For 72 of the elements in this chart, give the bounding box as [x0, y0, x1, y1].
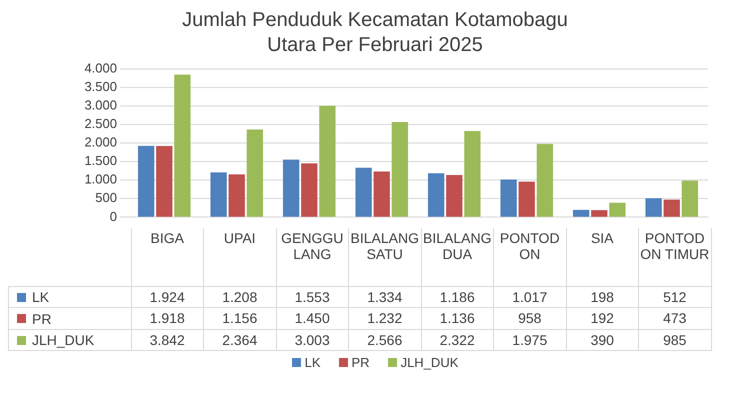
data-label: 1.918: [131, 308, 204, 329]
x-tick-label: GENGGULANG: [276, 228, 348, 286]
data-label: 2.566: [348, 329, 421, 350]
bar: [228, 174, 245, 217]
bar: [518, 182, 535, 217]
data-label: 3.003: [276, 329, 348, 350]
bar: [392, 122, 408, 217]
data-label: 3.842: [131, 329, 204, 350]
bar: [138, 146, 154, 217]
y-tick-label: 3.500: [84, 78, 117, 94]
bar: [591, 210, 608, 217]
y-tick-label: 1.500: [84, 153, 117, 168]
bar: [682, 180, 698, 217]
y-tick-label: 0: [110, 208, 117, 224]
bar: [464, 131, 481, 217]
y-tick-label: 500: [95, 190, 117, 206]
bar: [246, 129, 264, 217]
bar: [174, 74, 191, 217]
data-label: 1.334: [348, 286, 421, 308]
x-tick-label: PONTODON: [494, 228, 566, 286]
data-label: 1.017: [494, 286, 566, 308]
legend-label: LK: [32, 289, 50, 305]
text: PR: [32, 310, 52, 326]
text: JLH_DUK: [32, 332, 94, 348]
bar: [446, 175, 462, 217]
data-label: 1.156: [204, 308, 276, 329]
data-label: 1.975: [494, 329, 566, 350]
bar: [536, 144, 554, 217]
data-label: 1.450: [276, 308, 348, 329]
x-tick-label: BILALANG DUA: [421, 228, 494, 286]
data-label: 390: [566, 329, 638, 350]
data-label: 198: [566, 286, 638, 308]
bar: [301, 163, 318, 217]
chart-title: Jumlah Penduduk Kecamatan Kotamobagu Utara Per Februari 2025: [181, 8, 569, 58]
bar: [609, 202, 626, 217]
bar: [572, 210, 590, 217]
y-tick-label: 1.000: [84, 172, 117, 187]
legend-label: PR: [352, 355, 370, 370]
bar: [374, 171, 390, 217]
legend-label: JLH_DUK: [400, 355, 458, 370]
y-tick-label: 4.000: [84, 60, 117, 76]
x-tick-label: BIGA: [131, 228, 204, 286]
bar: [319, 106, 336, 217]
y-tick-label: 2.500: [84, 116, 117, 132]
data-label: 1.208: [204, 286, 276, 308]
data-label: 1.553: [276, 286, 348, 308]
x-tick-label: UPAI: [204, 228, 276, 286]
bar: [156, 146, 172, 217]
x-tick-label: SIA: [566, 228, 638, 286]
bar: [428, 173, 444, 217]
data-label: 2.364: [204, 329, 276, 350]
bar: [355, 168, 372, 217]
data-label: 473: [638, 308, 711, 329]
bar: [210, 172, 227, 217]
bar: [500, 179, 517, 217]
bar: [664, 200, 680, 217]
data-label: 192: [566, 308, 638, 329]
bar: [645, 198, 662, 217]
data-label: 1.136: [421, 308, 494, 329]
data-label: 985: [638, 329, 711, 350]
x-tick-label: BILALANG SATU: [348, 228, 421, 286]
data-label: 1.924: [131, 286, 204, 308]
data-label: 512: [638, 286, 711, 308]
text: LK: [304, 355, 321, 370]
data-label: 2.322: [421, 329, 494, 350]
y-tick-label: 3.000: [84, 97, 117, 112]
x-tick-label: PONTODON TIMUR: [638, 228, 711, 286]
y-tick-label: 2.000: [84, 134, 117, 150]
data-label: 958: [494, 308, 566, 329]
data-label: 1.232: [348, 308, 421, 329]
data-label: 1.186: [421, 286, 494, 308]
bar: [282, 160, 300, 217]
